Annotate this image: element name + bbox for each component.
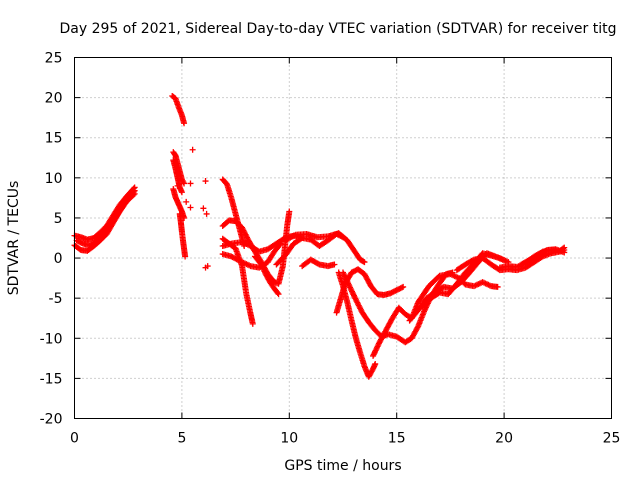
x-tick-label: 25 [603,431,621,447]
y-tick-label: -15 [40,371,63,387]
track-8-point [182,253,189,260]
track-24-point [469,257,476,264]
isolated-point [200,205,207,212]
track-14-point [274,290,281,297]
isolated-point [183,198,190,205]
isolated-point [204,263,211,270]
plot-frame [74,57,612,419]
x-tick-label: 15 [388,431,406,447]
y-tick-label: -20 [40,412,63,428]
track-10-point [286,208,293,215]
isolated-point [189,146,196,153]
track-6-point [178,189,185,196]
track-3-point [131,187,138,194]
y-tick-label: 15 [45,131,63,147]
track-17-point [315,260,322,267]
chart-title: Day 295 of 2021, Sidereal Day-to-day VTE… [60,21,617,37]
track-13-point [276,241,283,248]
isolated-point [203,210,210,217]
track-26-point [542,247,549,254]
y-axis-title: SDTVAR / TECUs [6,181,22,296]
track-19-point [414,324,421,331]
x-tick-labels: 0 5 10 15 20 25 [70,431,620,447]
x-tick-label: 0 [70,431,79,447]
isolated-point [202,178,209,185]
track-14-point [275,291,282,298]
x-axis-title: GPS time / hours [284,458,401,474]
y-tick-label: 0 [54,251,63,267]
track-5-point [181,180,188,187]
y-tick-labels: -20 -15 -10 -5 0 5 10 15 20 25 [40,51,63,428]
track-18-point [372,360,379,367]
track-16-point [361,259,368,266]
x-tick-label: 10 [280,431,298,447]
y-tick-label: 10 [45,171,63,187]
track-26-point [561,249,568,256]
axis-ticks [74,57,612,419]
y-tick-label: -5 [49,291,63,307]
y-tick-label: 25 [45,51,63,67]
y-tick-label: 5 [54,211,63,227]
data-points [71,93,568,380]
track-20-point [400,283,407,290]
track-16-point [291,232,298,239]
isolated-point [187,180,194,187]
isolated-point [187,204,194,211]
y-tick-label: 20 [45,91,63,107]
x-tick-label: 20 [495,431,513,447]
track-3-point [130,188,137,195]
y-tick-label: -10 [40,331,63,347]
track-21-point [494,283,501,290]
track-11-point [249,320,256,327]
track-4-point [181,120,188,127]
track-17-point [331,261,338,268]
x-tick-label: 5 [177,431,186,447]
track-13-point [277,240,284,247]
isolated-point [174,182,181,189]
